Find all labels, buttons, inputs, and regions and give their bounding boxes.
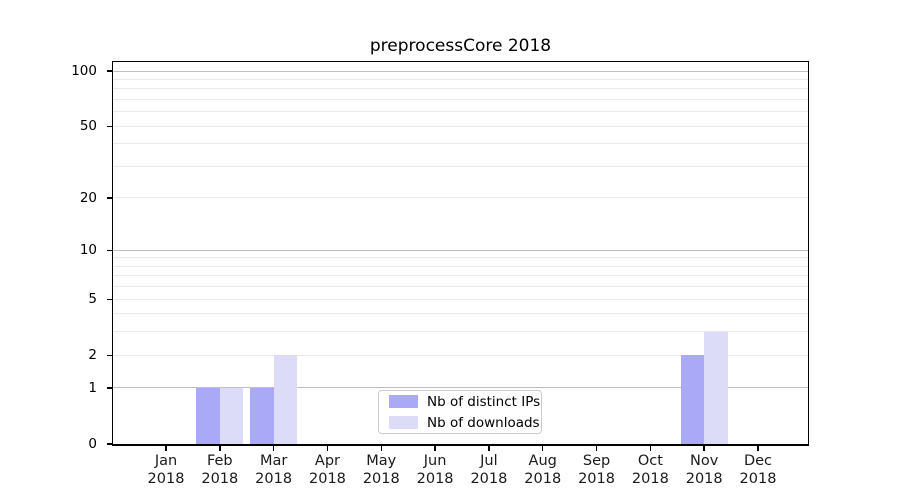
y-tick-label: 10 bbox=[79, 242, 97, 259]
legend-label-distinct-ips: Nb of distinct IPs bbox=[427, 393, 541, 410]
gridline-minor bbox=[113, 257, 808, 259]
x-tick-label: Nov 2018 bbox=[685, 453, 723, 487]
x-tick-label: Jan 2018 bbox=[147, 453, 185, 487]
gridline-minor bbox=[113, 78, 808, 80]
y-tick-label: 50 bbox=[79, 118, 97, 135]
x-tick-mark bbox=[272, 446, 275, 451]
plot-area: Nb of distinct IPs Nb of downloads bbox=[112, 61, 809, 446]
x-tick-mark bbox=[757, 446, 759, 451]
y-tick-label: 5 bbox=[88, 291, 97, 308]
x-tick-label: Mar 2018 bbox=[255, 453, 293, 487]
bar-distinct_ips-feb bbox=[196, 387, 220, 444]
x-tick-label: Jun 2018 bbox=[416, 453, 454, 487]
y-tick-label: 20 bbox=[79, 189, 97, 206]
y-tick-label: 0 bbox=[88, 436, 97, 452]
gridline-major bbox=[113, 70, 808, 72]
y-tick-mark bbox=[107, 443, 112, 445]
y-tick-label: 2 bbox=[88, 347, 97, 364]
x-tick-label: Apr 2018 bbox=[309, 453, 346, 487]
x-tick-label: May 2018 bbox=[362, 453, 400, 487]
y-tick-mark bbox=[107, 249, 112, 251]
y-tick-mark bbox=[107, 387, 112, 389]
legend-swatch-distinct-ips-icon bbox=[389, 395, 418, 408]
y-tick-mark bbox=[107, 197, 112, 199]
x-tick-label: Oct 2018 bbox=[631, 453, 669, 487]
gridline-minor bbox=[113, 275, 808, 277]
legend-swatch-downloads-icon bbox=[389, 416, 418, 429]
x-tick-label: Jul 2018 bbox=[470, 453, 508, 487]
y-tick-label: 1 bbox=[88, 379, 97, 396]
gridline-minor bbox=[113, 265, 808, 267]
bar-downloads-nov bbox=[704, 331, 728, 444]
legend-item-downloads: Nb of downloads bbox=[389, 415, 540, 431]
bar-downloads-mar bbox=[273, 355, 298, 444]
y-tick-mark bbox=[107, 125, 112, 127]
legend-item-distinct-ips: Nb of distinct IPs bbox=[389, 394, 540, 410]
x-tick-mark bbox=[542, 446, 544, 451]
gridline-minor bbox=[113, 354, 808, 356]
x-tick-mark bbox=[326, 446, 329, 451]
bar-downloads-feb bbox=[219, 387, 244, 444]
x-tick-mark bbox=[219, 446, 221, 451]
y-tick-mark bbox=[107, 298, 112, 300]
x-tick-label: Aug 2018 bbox=[524, 453, 562, 487]
gridline-minor bbox=[113, 166, 808, 167]
gridline-minor bbox=[113, 331, 808, 333]
gridline-minor bbox=[113, 99, 808, 101]
x-tick-mark bbox=[649, 446, 652, 451]
x-tick-mark bbox=[595, 446, 598, 451]
gridline-minor bbox=[113, 125, 808, 127]
chart-title: preprocessCore 2018 bbox=[369, 36, 552, 56]
gridline-minor bbox=[113, 197, 808, 199]
x-tick-label: Sep 2018 bbox=[578, 453, 615, 487]
y-tick-mark bbox=[107, 354, 112, 356]
x-tick-mark bbox=[165, 446, 167, 451]
x-tick-label: Dec 2018 bbox=[739, 453, 777, 487]
y-tick-mark bbox=[107, 70, 112, 72]
gridline-minor bbox=[113, 313, 808, 315]
y-tick-label: 100 bbox=[71, 63, 97, 80]
legend-label-downloads: Nb of downloads bbox=[427, 414, 540, 431]
legend: Nb of distinct IPs Nb of downloads bbox=[378, 390, 542, 434]
gridline-minor bbox=[113, 286, 808, 288]
x-tick-mark bbox=[434, 446, 436, 451]
gridline-minor bbox=[113, 111, 808, 113]
gridline-minor bbox=[113, 298, 808, 300]
bar-distinct_ips-nov bbox=[680, 355, 705, 444]
x-tick-mark bbox=[380, 446, 382, 451]
gridline-minor bbox=[113, 143, 808, 145]
gridline-minor bbox=[113, 88, 808, 90]
bar-distinct_ips-mar bbox=[250, 387, 274, 444]
x-tick-label: Feb 2018 bbox=[201, 453, 239, 487]
gridline-major bbox=[113, 387, 808, 389]
gridline-major bbox=[113, 249, 808, 251]
x-tick-mark bbox=[488, 446, 490, 451]
x-tick-mark bbox=[703, 446, 705, 451]
